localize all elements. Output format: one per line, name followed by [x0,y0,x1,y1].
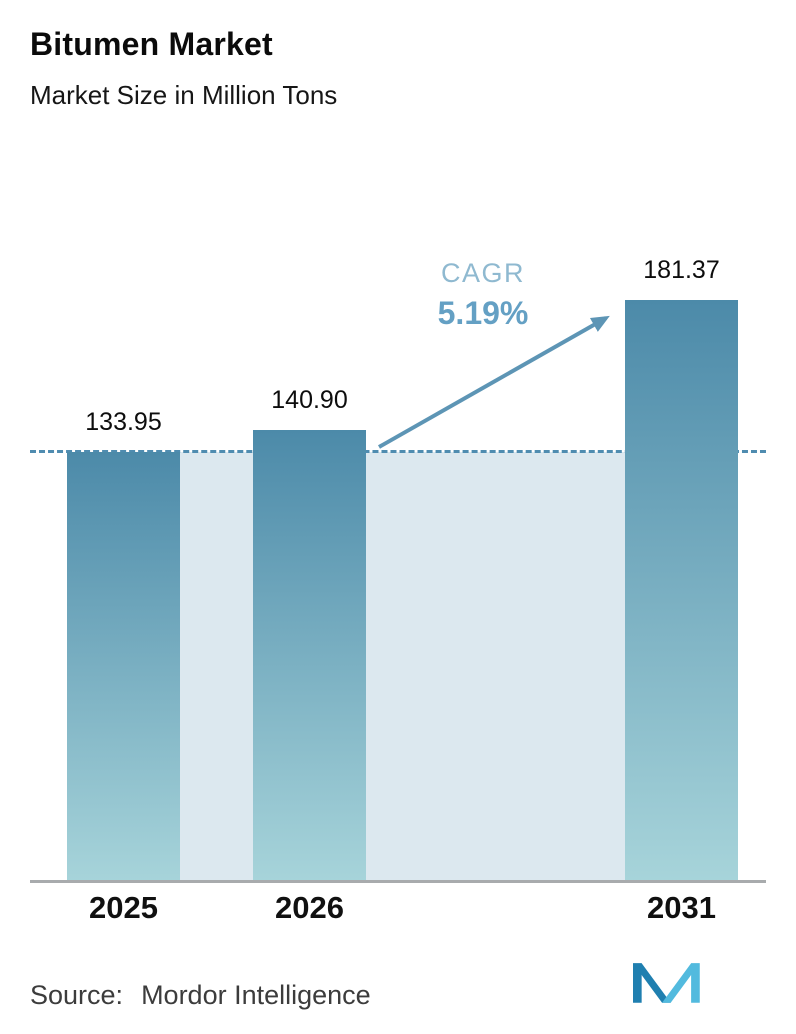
source-value: Mordor Intelligence [141,980,371,1010]
source-label: Source: [30,980,124,1010]
bar-2031 [625,300,738,882]
logo-left-vertical [633,963,642,1003]
chart-title: Bitumen Market [30,26,273,62]
logo-right-diagonal [662,963,700,1003]
bar-value-label-2025: 133.95 [85,408,162,436]
cagr-arrow-line [378,315,610,449]
cagr-value: 5.19% [437,295,529,331]
bar-value-label-2026: 140.90 [271,386,348,414]
logo-right-vertical [691,963,700,1003]
chart-subtitle: Market Size in Million Tons [30,80,338,110]
x-axis-line [30,880,766,883]
x-axis-label-2026: 2026 [275,890,344,925]
reference-dashed-line [30,450,766,453]
logo-left-diagonal [633,963,671,1003]
x-axis-label-2025: 2025 [89,890,158,925]
mordor-intelligence-logo [633,963,700,1003]
source-text: Source: Mordor Intelligence [30,980,371,1011]
cagr-label: CAGR [440,258,525,288]
bar-value-label-2031: 181.37 [643,256,720,284]
bar-2026 [253,430,366,882]
x-axis-label-2031: 2031 [647,890,716,925]
bar-2025 [67,452,180,882]
cagr-annotation: CAGR 5.19% [398,258,568,332]
